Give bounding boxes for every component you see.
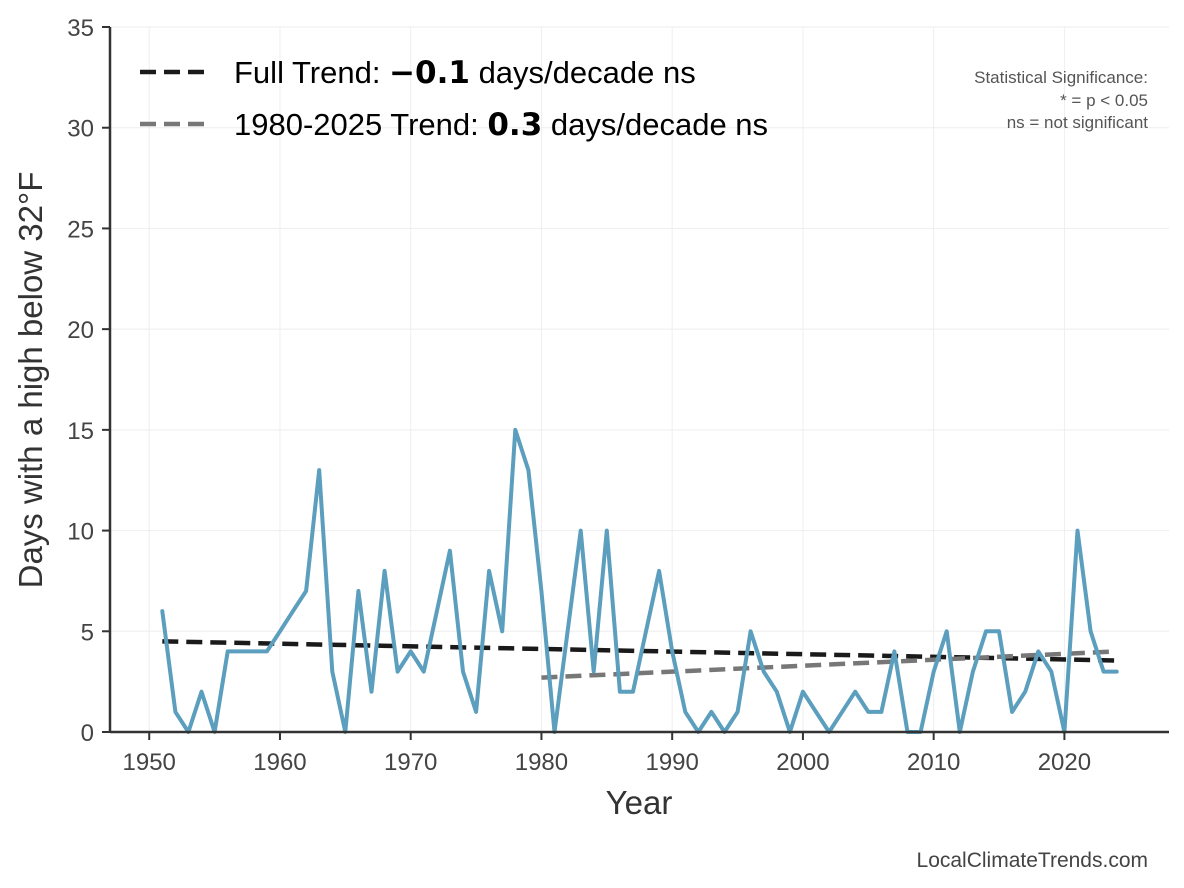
x-tick-label-1990: 1990 [645, 749, 698, 776]
y-tick-label-5: 5 [81, 619, 94, 646]
legend-prefix-full-trend: Full Trend: [234, 55, 389, 90]
significance-ns: ns = not significant [1007, 113, 1149, 132]
x-ticks: 1950 1960 1970 1980 1990 2000 2010 2020 [123, 732, 1091, 776]
trend-lines [162, 639, 1117, 680]
x-tick-label-1960: 1960 [253, 749, 306, 776]
y-tick-label-30: 30 [67, 116, 94, 143]
significance-p-value: * = p < 0.05 [1060, 91, 1148, 110]
legend-value-full-trend: −0.1 [389, 55, 470, 91]
significance-title: Statistical Significance: [974, 68, 1148, 87]
x-tick-label-2020: 2020 [1038, 749, 1091, 776]
x-tick-label-1970: 1970 [384, 749, 437, 776]
site-credit: LocalClimateTrends.com [917, 849, 1148, 872]
legend-prefix-recent-trend: 1980-2025 Trend: [234, 107, 487, 142]
y-ticks: 0 5 10 15 20 25 30 35 [67, 15, 110, 747]
legend-label-recent-trend: 1980-2025 Trend: 0.3 days/decade ns [234, 107, 768, 143]
axes [108, 27, 1169, 734]
y-tick-label-10: 10 [67, 519, 94, 546]
x-tick-label-2010: 2010 [907, 749, 960, 776]
series-line [160, 427, 1119, 734]
y-tick-label-25: 25 [67, 216, 94, 243]
y-tick-label-35: 35 [67, 15, 94, 42]
x-tick-label-1950: 1950 [123, 749, 176, 776]
y-axis-title: Days with a high below 32°F [12, 172, 49, 589]
legend-suffix-full-trend: days/decade ns [470, 55, 696, 90]
x-tick-label-2000: 2000 [776, 749, 829, 776]
y-tick-label-0: 0 [81, 720, 94, 747]
y-tick-label-15: 15 [67, 418, 94, 445]
legend-value-recent-trend: 0.3 [487, 107, 542, 143]
grid [110, 26, 1169, 733]
legend-suffix-recent-trend: days/decade ns [542, 107, 768, 142]
x-tick-label-1980: 1980 [515, 749, 568, 776]
significance-note: Statistical Significance: * = p < 0.05 n… [974, 68, 1148, 132]
legend: Full Trend: −0.1 days/decade ns 1980-202… [140, 55, 768, 143]
y-tick-label-20: 20 [67, 317, 94, 344]
x-axis-title: Year [606, 784, 673, 821]
legend-label-full-trend: Full Trend: −0.1 days/decade ns [234, 55, 696, 91]
